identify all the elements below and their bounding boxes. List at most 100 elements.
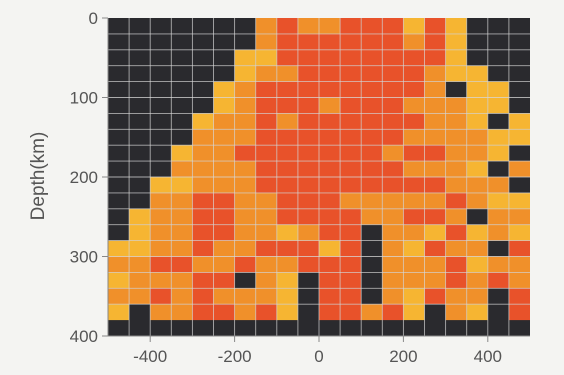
heatmap-cell — [319, 240, 341, 257]
heatmap-cell — [150, 129, 172, 146]
heatmap-cell — [487, 256, 509, 273]
heatmap-cell — [150, 224, 172, 241]
heatmap-cell — [129, 49, 151, 66]
heatmap-cell — [361, 65, 383, 82]
heatmap-cell — [297, 97, 319, 114]
heatmap-cell — [445, 129, 467, 146]
heatmap-cell — [403, 113, 425, 130]
heatmap-cell — [445, 145, 467, 162]
heatmap-cell — [129, 208, 151, 225]
heatmap-cell — [150, 288, 172, 305]
heatmap-cell — [171, 129, 193, 146]
heatmap-cell — [361, 161, 383, 177]
heatmap-cell — [508, 113, 530, 130]
heatmap-cell — [445, 192, 467, 209]
heatmap-cell — [171, 192, 193, 209]
heatmap-cell — [508, 240, 530, 257]
heatmap-cell — [297, 129, 319, 146]
heatmap-cell — [150, 192, 172, 209]
heatmap-cell — [403, 33, 425, 50]
x-tick-label: -400 — [133, 347, 167, 366]
heatmap-cell — [487, 208, 509, 225]
heatmap-cell — [508, 288, 530, 305]
heatmap-cell — [108, 113, 130, 130]
heatmap-cell — [297, 192, 319, 209]
heatmap-cell — [255, 129, 277, 146]
heatmap-cell — [361, 18, 383, 34]
heatmap-cell — [255, 145, 277, 162]
heatmap-cell — [108, 256, 130, 273]
x-tick-label: -200 — [218, 347, 252, 366]
heatmap-cell — [108, 304, 130, 321]
heatmap-cell — [255, 97, 277, 114]
heatmap-cell — [150, 240, 172, 257]
heatmap-cell — [382, 129, 404, 146]
heatmap-cell — [297, 33, 319, 50]
heatmap-cell — [445, 81, 467, 98]
heatmap-cell — [192, 49, 214, 66]
heatmap-cell — [382, 177, 404, 193]
heatmap-cell — [171, 18, 193, 34]
heatmap-cell — [340, 145, 362, 162]
heatmap-cell — [466, 272, 488, 289]
heatmap-cell — [171, 113, 193, 130]
heatmap-cell — [445, 49, 467, 66]
heatmap-cell — [255, 33, 277, 50]
heatmap-cell — [171, 65, 193, 82]
y-axis-label: Depth(km) — [28, 132, 49, 221]
heatmap-cell — [150, 18, 172, 34]
heatmap-cell — [108, 145, 130, 162]
heatmap-cell — [508, 81, 530, 98]
heatmap-cell — [340, 49, 362, 66]
heatmap-cell — [319, 18, 341, 34]
heatmap-cell — [192, 97, 214, 114]
heatmap-cell — [466, 129, 488, 146]
heatmap-cell — [108, 18, 130, 34]
heatmap-cell — [361, 272, 383, 289]
heatmap-cell — [129, 113, 151, 130]
heatmap-cell — [255, 304, 277, 321]
heatmap-cell — [340, 272, 362, 289]
y-tick-label: 300 — [70, 248, 98, 267]
heatmap-cell — [129, 18, 151, 34]
heatmap-cell — [340, 33, 362, 50]
heatmap-cell — [361, 49, 383, 66]
heatmap-cell — [234, 288, 256, 305]
heatmap-cell — [445, 161, 467, 177]
heatmap-cell — [487, 81, 509, 98]
heatmap-cell — [508, 304, 530, 321]
heatmap-cell — [508, 177, 530, 193]
heatmap-cell — [234, 65, 256, 82]
heatmap-cell — [319, 33, 341, 50]
heatmap-cell — [466, 81, 488, 98]
heatmap-cell — [276, 97, 298, 114]
heatmap-cell — [255, 240, 277, 257]
heatmap-cell — [466, 208, 488, 225]
heatmap-cell — [234, 81, 256, 98]
heatmap-cell — [424, 256, 446, 273]
heatmap-cell — [361, 145, 383, 162]
heatmap-cell — [234, 161, 256, 177]
heatmap-cell — [129, 33, 151, 50]
heatmap-cell — [340, 113, 362, 130]
heatmap-cell — [508, 208, 530, 225]
heatmap-cell — [340, 18, 362, 34]
heatmap-cell — [255, 192, 277, 209]
heatmap-cell — [487, 65, 509, 82]
heatmap-cell — [255, 65, 277, 82]
heatmap-cell — [382, 33, 404, 50]
heatmap-cell — [234, 272, 256, 289]
heatmap-cell — [192, 113, 214, 130]
x-tick-label: 400 — [474, 347, 502, 366]
heatmap-cell — [487, 161, 509, 177]
heatmap-cell — [466, 192, 488, 209]
heatmap-cell — [319, 129, 341, 146]
heatmap-cell — [297, 272, 319, 289]
heatmap-cell — [129, 81, 151, 98]
heatmap-cell — [171, 208, 193, 225]
heatmap-cell — [192, 240, 214, 257]
y-tick-label: 0 — [89, 9, 98, 28]
heatmap-cell — [445, 272, 467, 289]
heatmap-cell — [192, 256, 214, 273]
